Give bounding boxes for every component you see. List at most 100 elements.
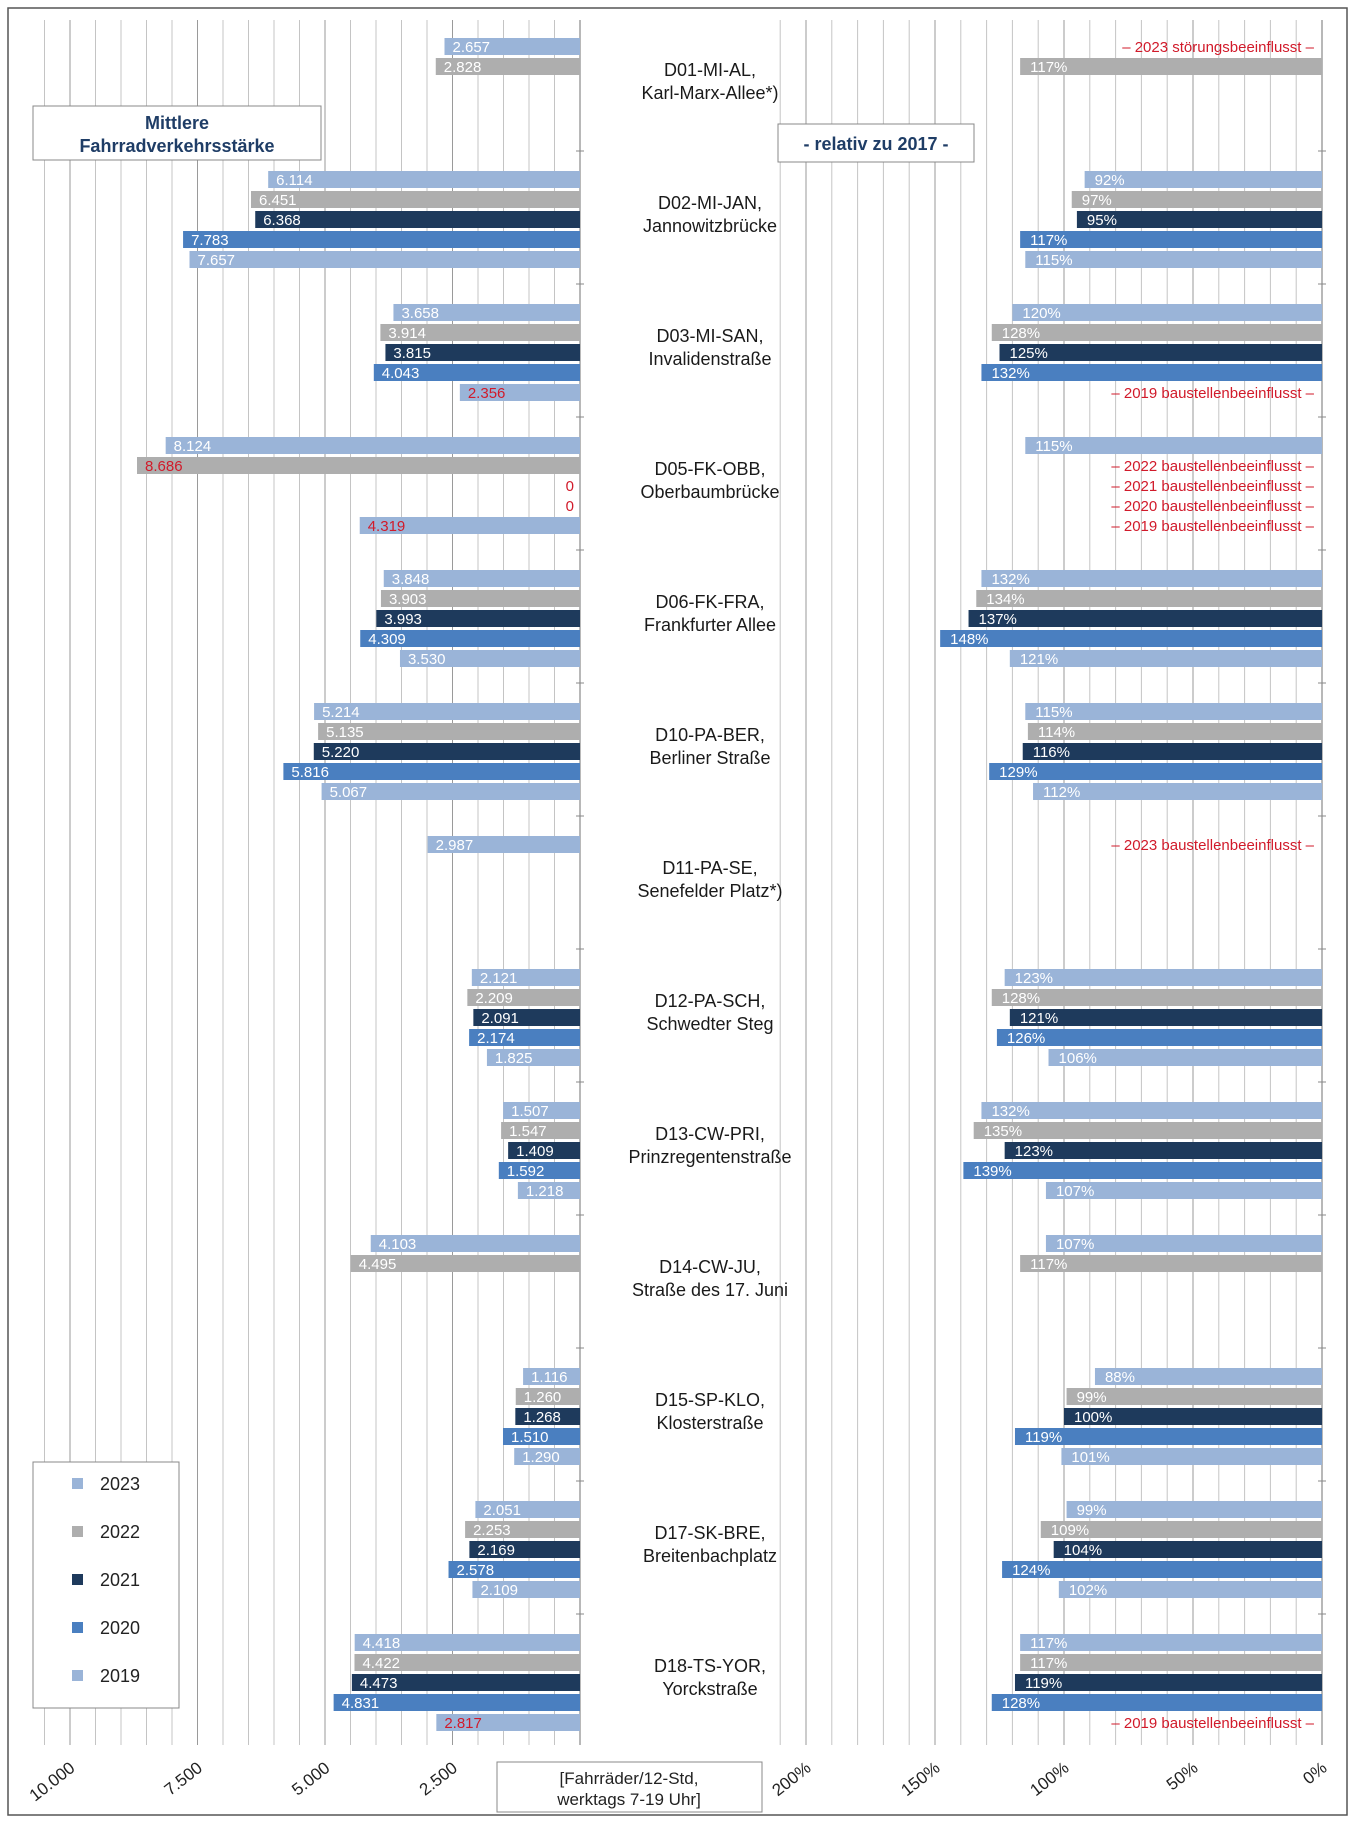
count-bar — [354, 1654, 580, 1671]
count-bar — [515, 1408, 580, 1425]
count-label: 4.319 — [368, 518, 406, 535]
relative-label: 121% — [1020, 651, 1058, 668]
station-name: Invalidenstraße — [648, 349, 771, 369]
count-label: 1.592 — [507, 1163, 545, 1180]
relative-note: – 2019 baustellenbeeinflusst – — [1111, 385, 1314, 402]
station-code: D17-SK-BRE, — [654, 1523, 765, 1543]
count-label: 3.815 — [393, 345, 431, 362]
count-label: 1.290 — [522, 1449, 560, 1466]
count-label: 3.914 — [388, 325, 426, 342]
count-label: 4.043 — [382, 365, 420, 382]
station-name: Prinzregentenstraße — [628, 1147, 791, 1167]
count-label: 0 — [566, 478, 574, 495]
relative-label: 117% — [1030, 1635, 1067, 1652]
relative-bar — [981, 570, 1322, 587]
relative-label: 107% — [1056, 1236, 1094, 1253]
relative-bar — [963, 1162, 1322, 1179]
relative-bar — [1061, 1448, 1322, 1465]
relative-label: 128% — [1002, 1695, 1040, 1712]
station-code: D18-TS-YOR, — [654, 1656, 766, 1676]
relative-note: – 2019 baustellenbeeinflusst – — [1111, 1715, 1314, 1732]
station-name: Berliner Straße — [649, 748, 770, 768]
count-bar — [444, 38, 580, 55]
count-bar — [498, 1162, 580, 1179]
count-bar — [436, 1714, 580, 1731]
count-bar — [183, 231, 580, 248]
count-bar — [333, 1694, 580, 1711]
count-bar — [383, 570, 580, 587]
count-label: 1.218 — [526, 1183, 564, 1200]
count-bar — [459, 384, 580, 401]
relative-bar — [968, 610, 1322, 627]
count-bar — [435, 58, 580, 75]
relative-label: 100% — [1074, 1409, 1112, 1426]
relative-label: 115% — [1035, 704, 1072, 721]
count-bar — [385, 344, 580, 361]
count-bar — [350, 1255, 580, 1272]
station-name: Oberbaumbrücke — [640, 482, 779, 502]
count-label: 2.657 — [452, 39, 490, 56]
relative-bar — [1025, 251, 1322, 268]
station-code: D14-CW-JU, — [659, 1257, 761, 1277]
count-bar — [393, 304, 580, 321]
relative-bar — [1045, 1235, 1322, 1252]
count-bar — [380, 590, 580, 607]
relative-bar — [1084, 171, 1322, 188]
relative-bar — [1058, 1581, 1322, 1598]
relative-bar — [1045, 1182, 1322, 1199]
relative-bar — [1064, 1408, 1322, 1425]
count-label: 3.993 — [384, 611, 422, 628]
count-label: 2.174 — [477, 1030, 515, 1047]
relative-bar — [1048, 1049, 1322, 1066]
relative-label: 97% — [1082, 192, 1112, 209]
count-label: 3.530 — [408, 651, 446, 668]
count-label: 1.547 — [509, 1123, 547, 1140]
count-label: 2.987 — [436, 837, 474, 854]
station-code: D10-PA-BER, — [655, 725, 765, 745]
relative-bar — [1053, 1541, 1322, 1558]
count-label: 8.686 — [145, 458, 183, 475]
relative-label: 137% — [979, 611, 1017, 628]
relative-bar — [1066, 1501, 1322, 1518]
station-code: D12-PA-SCH, — [655, 991, 766, 1011]
count-bar — [465, 1521, 580, 1538]
relative-bar — [1020, 1255, 1322, 1272]
relative-bar — [973, 1122, 1322, 1139]
station-code: D05-FK-OBB, — [654, 459, 765, 479]
count-label: 3.848 — [392, 571, 430, 588]
relative-note: – 2023 baustellenbeeinflusst – — [1111, 837, 1314, 854]
relative-bar — [1004, 969, 1322, 986]
station-name: Senefelder Platz*) — [637, 881, 782, 901]
relative-label: 135% — [984, 1123, 1022, 1140]
relative-label: 119% — [1025, 1675, 1062, 1692]
relative-label: 115% — [1035, 252, 1072, 269]
count-bar — [475, 1501, 580, 1518]
relative-label: 109% — [1051, 1522, 1089, 1539]
station-name: Klosterstraße — [656, 1413, 763, 1433]
legend-label: 2020 — [100, 1618, 140, 1638]
count-label: 4.422 — [362, 1655, 400, 1672]
count-label: 2.578 — [457, 1562, 495, 1579]
legend-label: 2021 — [100, 1570, 140, 1590]
relative-label: 99% — [1077, 1502, 1107, 1519]
relative-bar — [1014, 1428, 1322, 1445]
count-label: 2.356 — [468, 385, 506, 402]
count-bar — [283, 763, 580, 780]
count-label: 2.121 — [480, 970, 518, 987]
count-bar — [351, 1674, 580, 1691]
legend-label: 2023 — [100, 1474, 140, 1494]
relative-bar — [999, 344, 1322, 361]
station-name: Yorckstraße — [662, 1679, 757, 1699]
count-bar — [359, 517, 580, 534]
count-bar — [189, 251, 581, 268]
count-label: 4.495 — [359, 1256, 397, 1273]
station-name: Schwedter Steg — [646, 1014, 773, 1034]
count-label: 2.109 — [480, 1582, 518, 1599]
relative-label: 92% — [1095, 172, 1125, 189]
count-label: 5.220 — [322, 744, 360, 761]
legend-swatch — [72, 1574, 83, 1585]
relative-note: – 2020 baustellenbeeinflusst – — [1111, 498, 1314, 515]
count-label: 4.418 — [363, 1635, 401, 1652]
relative-label: 106% — [1059, 1050, 1097, 1067]
relative-bar — [1071, 191, 1322, 208]
